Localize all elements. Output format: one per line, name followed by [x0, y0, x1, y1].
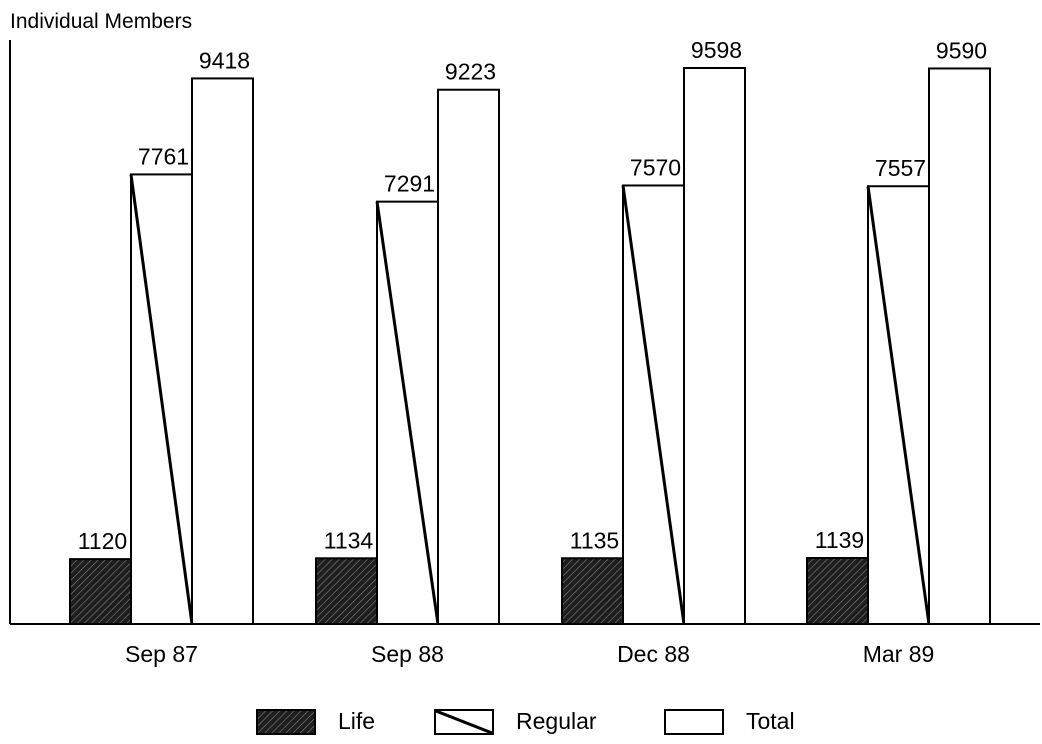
data-label-life-3: 1135	[570, 527, 619, 553]
data-label-regular-2: 7291	[384, 171, 435, 197]
bar-regular-1-stroke	[129, 174, 194, 625]
legend-swatch-regular	[434, 708, 494, 735]
legend-label-life: Life	[338, 708, 376, 734]
bar-life-4	[806, 557, 869, 625]
legend: Life Regular Total	[0, 700, 1042, 744]
data-label-total-3: 9598	[691, 37, 742, 63]
legend-item-life: Life	[256, 708, 375, 735]
x-tick-label-3: Dec 88	[617, 641, 690, 667]
bar-life-2	[315, 557, 378, 626]
bar-life-3	[561, 557, 624, 626]
data-label-life-2: 1134	[324, 527, 374, 553]
legend-swatch-total	[664, 708, 724, 735]
y-axis-label: Individual Members	[10, 10, 192, 33]
x-tick-label-1: Sep 87	[125, 641, 198, 667]
x-tick-label-2: Sep 88	[371, 641, 444, 667]
data-label-life-4: 1139	[815, 527, 864, 553]
bar-total-2	[437, 88, 500, 626]
bar-total-3	[683, 67, 746, 625]
bar-total-1	[191, 77, 254, 625]
legend-item-regular: Regular	[434, 708, 597, 735]
data-label-regular-1: 7761	[138, 143, 189, 169]
bar-chart: Individual Members 1120 7761 9418 Sep 87 113…	[9, 10, 1040, 667]
labels-layer: 1120 7761 9418 Sep 87 1134 7291 9223 Sep 88 1135…	[78, 37, 987, 667]
data-label-regular-4: 7557	[875, 155, 926, 181]
bar-regular-2-stroke	[375, 201, 440, 625]
data-label-total-2: 9223	[445, 59, 496, 85]
data-label-life-1: 1120	[78, 528, 127, 554]
data-label-regular-3: 7570	[630, 154, 681, 180]
bars-layer	[69, 67, 991, 626]
data-label-total-1: 9418	[199, 47, 250, 73]
bar-regular-4-stroke	[866, 186, 931, 625]
legend-label-total: Total	[746, 708, 795, 734]
bar-total-4	[928, 67, 991, 625]
legend-swatch-life	[256, 708, 316, 735]
legend-label-regular: Regular	[516, 708, 597, 734]
x-tick-label-4: Mar 89	[863, 641, 935, 667]
legend-item-total: Total	[664, 708, 795, 735]
bar-life-1	[69, 558, 132, 625]
data-label-total-4: 9590	[936, 37, 987, 63]
bar-regular-3-stroke	[621, 185, 686, 625]
